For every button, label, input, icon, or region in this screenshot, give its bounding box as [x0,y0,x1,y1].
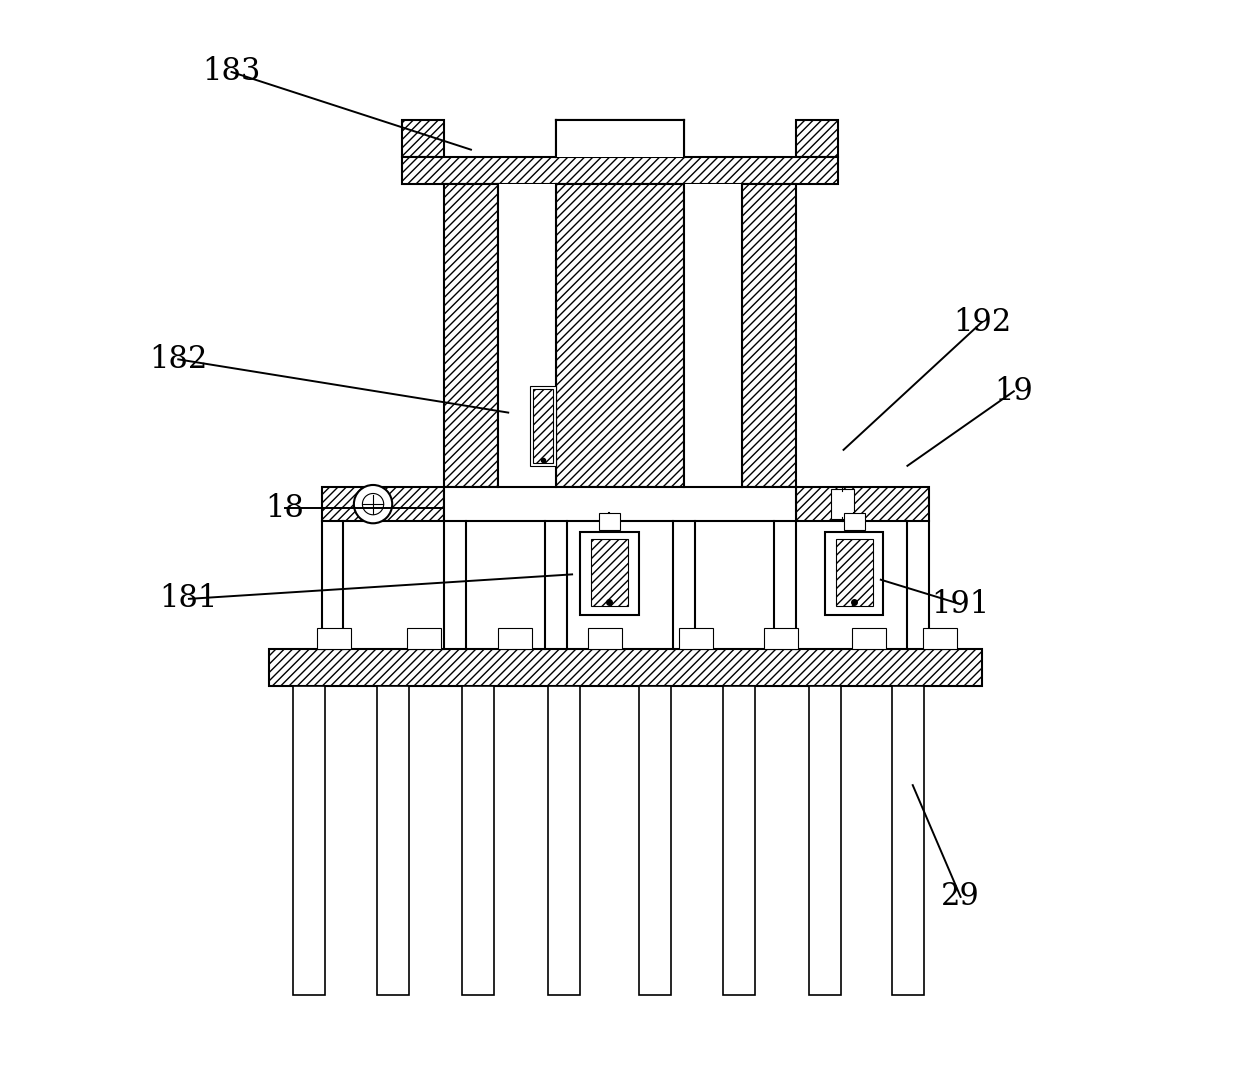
Bar [684,184,743,487]
Bar [639,686,671,995]
Circle shape [362,493,383,515]
Polygon shape [402,120,444,157]
Bar [678,628,713,648]
Bar [533,389,553,462]
Bar [407,628,441,648]
Bar [556,120,684,157]
Text: 192: 192 [952,307,1011,338]
Bar [548,686,579,995]
Polygon shape [556,184,684,487]
Bar [836,539,873,607]
Bar [497,184,556,487]
Bar [316,628,351,648]
Text: 181: 181 [160,583,218,614]
Bar [924,628,957,648]
Bar [588,628,622,648]
Bar [463,686,495,995]
Polygon shape [743,184,796,487]
Bar [764,628,797,648]
Bar [529,386,556,465]
Polygon shape [402,157,838,184]
Bar [444,487,796,521]
Bar [831,489,854,519]
Bar [599,513,620,530]
Text: 18: 18 [265,493,304,524]
Bar [590,539,627,607]
Polygon shape [796,120,838,157]
Circle shape [353,485,392,523]
Bar [843,513,864,530]
Text: 191: 191 [931,588,990,620]
Bar [377,686,409,995]
Bar [293,686,325,995]
Text: 183: 183 [202,57,260,88]
Bar [580,532,639,615]
Bar [723,686,755,995]
Bar [810,686,842,995]
Text: 29: 29 [941,882,980,913]
Polygon shape [269,648,982,686]
Polygon shape [322,487,444,521]
Bar [852,628,887,648]
Text: 19: 19 [994,376,1033,407]
Polygon shape [444,184,497,487]
Polygon shape [796,487,929,521]
Bar [893,686,925,995]
Bar [497,628,532,648]
Bar [825,532,883,615]
Text: 182: 182 [149,343,207,374]
